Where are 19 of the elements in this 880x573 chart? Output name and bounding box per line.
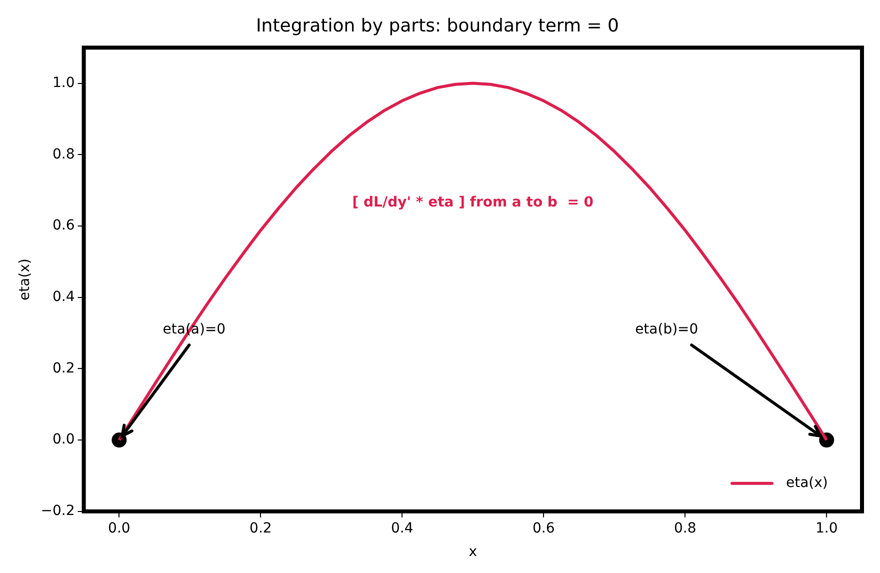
annotation: [ dL/dy' * eta ] from a to b = 0 [352, 194, 594, 211]
x-tick-label: 0.0 [108, 520, 130, 536]
chart-title: Integration by parts: boundary term = 0 [256, 15, 619, 36]
x-tick-label: 0.2 [250, 520, 272, 536]
annotation: eta(b)=0 [635, 322, 698, 338]
x-axis-title: x [468, 544, 478, 560]
x-tick-label: 0.4 [391, 520, 414, 536]
y-tick-label: 0.6 [52, 218, 75, 234]
y-tick-label: 0.2 [52, 360, 75, 376]
y-tick-label: 0.4 [52, 288, 75, 305]
legend-label: eta(x) [786, 475, 828, 492]
x-tick-label: 1.0 [815, 520, 838, 536]
y-tick-label: 0.8 [52, 146, 75, 162]
y-axis-title: eta(x) [17, 258, 34, 300]
x-tick-label: 0.6 [532, 520, 555, 536]
x-tick-label: 0.8 [674, 520, 696, 536]
y-tick-label: −0.2 [40, 503, 75, 520]
y-tick-label: 1.0 [52, 74, 75, 91]
y-tick-label: 0.0 [52, 432, 75, 448]
